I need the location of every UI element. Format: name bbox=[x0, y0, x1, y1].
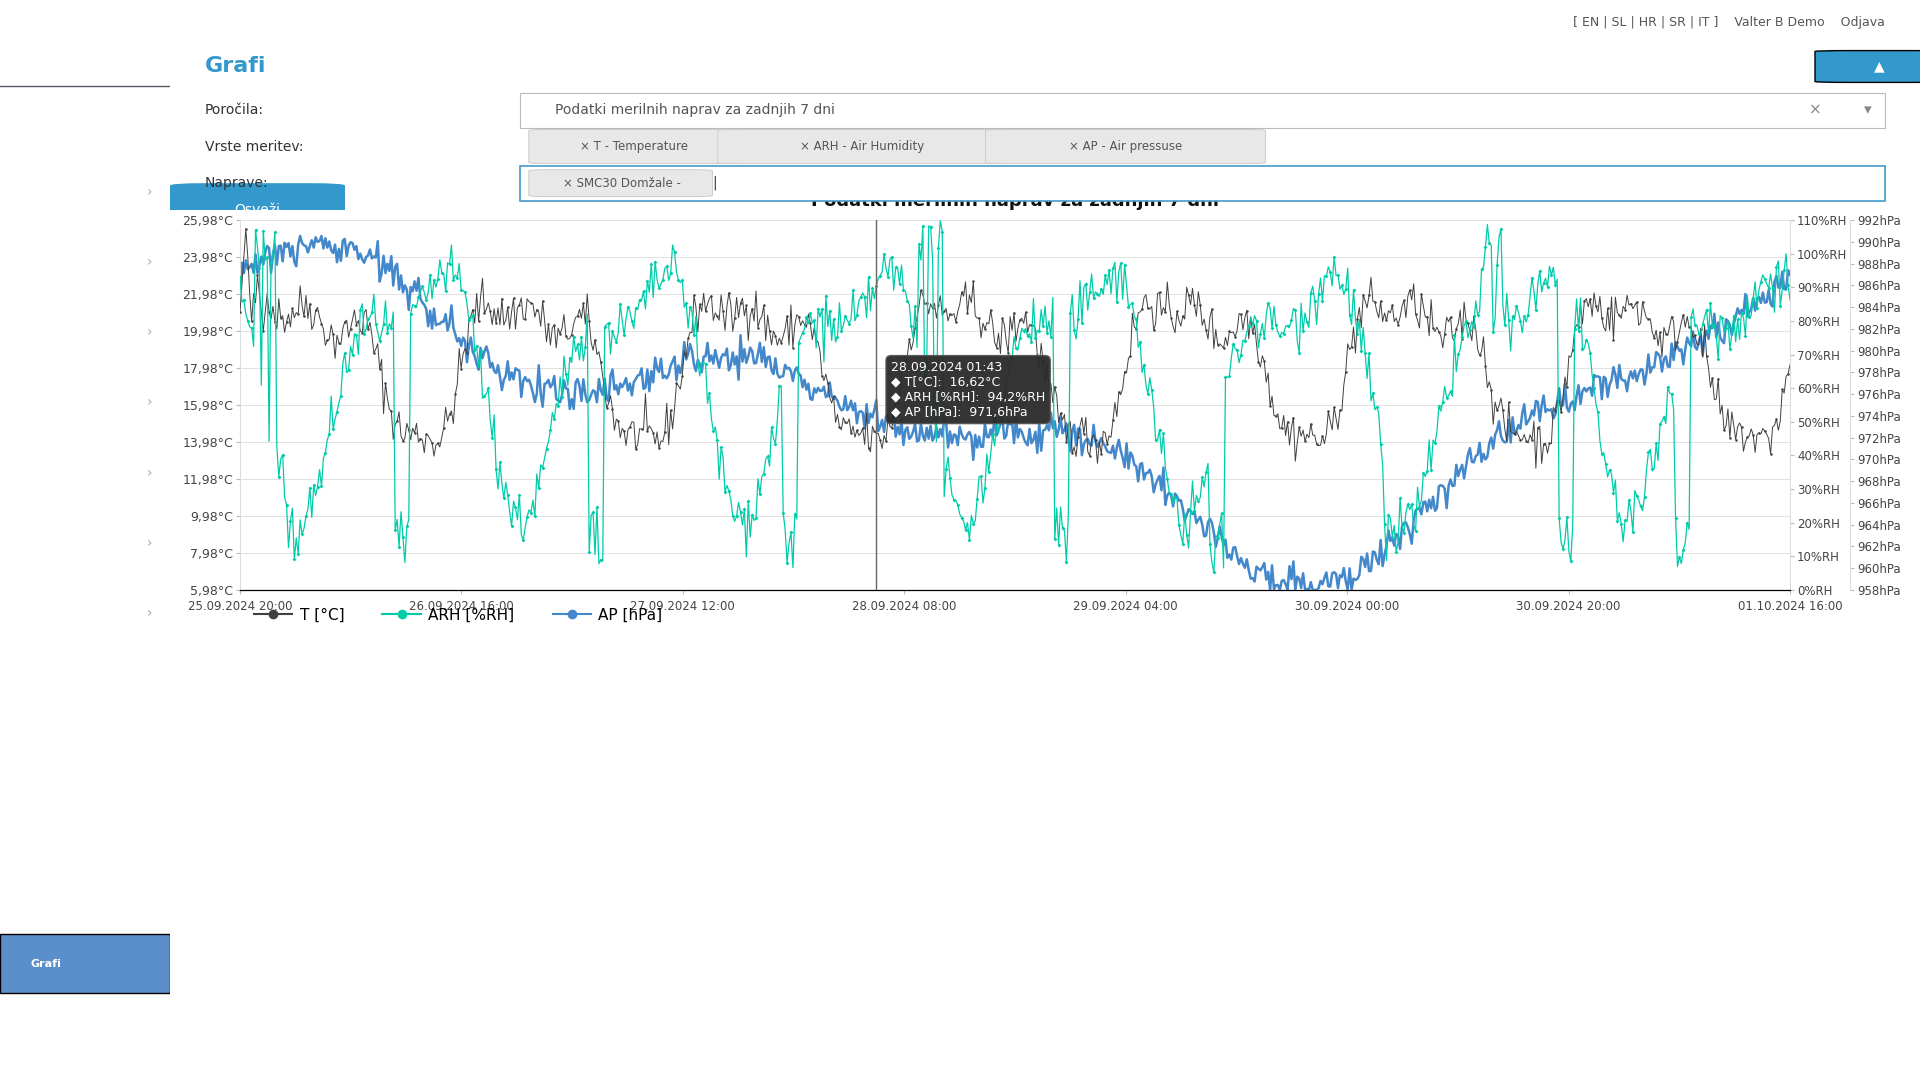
Text: Najnovejši podatki: Najnovejši podatki bbox=[31, 889, 146, 899]
FancyBboxPatch shape bbox=[0, 934, 171, 994]
Title: Podatki merilnih naprav za zadnjih 7 dni: Podatki merilnih naprav za zadnjih 7 dni bbox=[810, 192, 1219, 211]
Text: ›: › bbox=[146, 465, 152, 480]
Text: Naprave in senzorji: Naprave in senzorji bbox=[17, 608, 138, 618]
Text: Vrste meritev: Vrste meritev bbox=[31, 819, 117, 828]
Text: ≡: ≡ bbox=[21, 38, 36, 57]
Text: Vrste meritev:: Vrste meritev: bbox=[205, 139, 303, 153]
Text: Zemljevidi: Zemljevidi bbox=[17, 1029, 83, 1039]
Text: Osveži: Osveži bbox=[234, 203, 280, 217]
Text: 28.09.2024 01:43
◆ T[°C]:  16,62°C
◆ ARH [%RH]:  94,2%RH
◆ AP [hPa]:  971,6hPa: 28.09.2024 01:43 ◆ T[°C]: 16,62°C ◆ ARH … bbox=[891, 361, 1044, 419]
FancyBboxPatch shape bbox=[520, 166, 1885, 202]
FancyBboxPatch shape bbox=[985, 130, 1265, 164]
Text: Delovni nalogi: Delovni nalogi bbox=[17, 187, 106, 197]
Text: Geografski podatki: Geografski podatki bbox=[17, 538, 136, 548]
Legend: T [°C], ARH [%RH], AP [hPa]: T [°C], ARH [%RH], AP [hPa] bbox=[248, 602, 668, 629]
Text: ›: › bbox=[146, 255, 152, 269]
Text: Naprave: Naprave bbox=[31, 678, 83, 688]
Text: [ EN | SL | HR | SR | IT ]    Valter B Demo    Odjava: [ EN | SL | HR | SR | IT ] Valter B Demo… bbox=[1572, 16, 1885, 29]
Text: Upravljanje
vinogradov: Upravljanje vinogradov bbox=[36, 43, 117, 71]
Text: Grafi: Grafi bbox=[31, 959, 61, 969]
Text: ›: › bbox=[146, 395, 152, 409]
Text: ›: › bbox=[146, 536, 152, 550]
Text: Grafi: Grafi bbox=[205, 56, 267, 77]
Text: Nadzorna plošča: Nadzorna plošča bbox=[17, 117, 121, 126]
FancyBboxPatch shape bbox=[528, 170, 712, 197]
Text: Evidenca vinogradov: Evidenca vinogradov bbox=[17, 327, 148, 337]
Text: Evidenca dobaviteljev: Evidenca dobaviteljev bbox=[17, 257, 154, 267]
Text: Analize vinogradov: Analize vinogradov bbox=[17, 468, 136, 477]
Text: × SMC30 Domžale -: × SMC30 Domžale - bbox=[563, 177, 680, 190]
Text: Poročila:: Poročila: bbox=[205, 103, 265, 117]
Text: ▲: ▲ bbox=[1874, 59, 1885, 73]
Text: ›: › bbox=[146, 606, 152, 620]
FancyBboxPatch shape bbox=[520, 93, 1885, 129]
Text: × T - Temperature: × T - Temperature bbox=[580, 140, 687, 153]
Text: Sredstva in poraba: Sredstva in poraba bbox=[17, 397, 136, 407]
Text: Vrste naprav: Vrste naprav bbox=[31, 748, 111, 758]
Text: Naprave:: Naprave: bbox=[205, 176, 269, 190]
Text: × AP - Air pressuse: × AP - Air pressuse bbox=[1069, 140, 1183, 153]
Text: ›: › bbox=[146, 185, 152, 199]
Text: ▾: ▾ bbox=[1864, 103, 1872, 118]
FancyBboxPatch shape bbox=[528, 130, 739, 164]
Text: × ARH - Air Humidity: × ARH - Air Humidity bbox=[801, 140, 924, 153]
Text: ×: × bbox=[1809, 103, 1822, 118]
FancyBboxPatch shape bbox=[1814, 51, 1920, 82]
Text: |: | bbox=[712, 176, 718, 190]
Text: Podatki merilnih naprav za zadnjih 7 dni: Podatki merilnih naprav za zadnjih 7 dni bbox=[555, 103, 835, 117]
FancyBboxPatch shape bbox=[171, 184, 346, 234]
Text: ›: › bbox=[146, 325, 152, 339]
FancyBboxPatch shape bbox=[718, 130, 1006, 164]
